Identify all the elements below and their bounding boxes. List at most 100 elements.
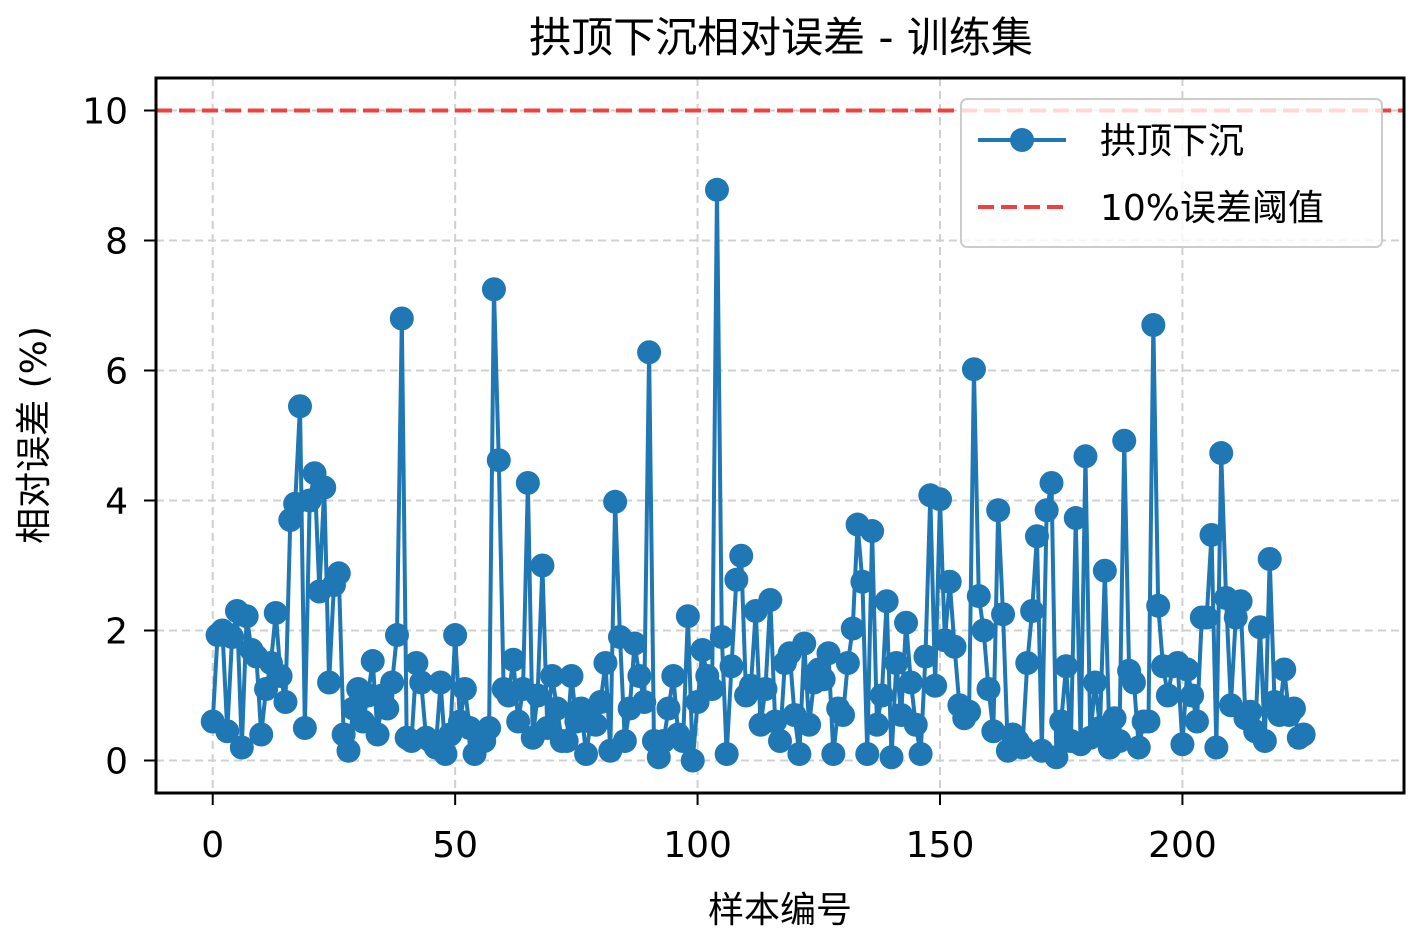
data-point [831, 703, 856, 727]
data-point [404, 651, 429, 675]
chart-title: 拱顶下沉相对误差 - 训练集 [529, 13, 1033, 62]
data-point [913, 644, 938, 669]
x-tick-label: 50 [432, 825, 478, 866]
data-point [1175, 657, 1200, 682]
data-point [704, 177, 729, 202]
data-point [593, 651, 618, 675]
data-point [758, 587, 783, 612]
data-point [942, 634, 967, 659]
y-axis: 0 2 4 6 8 10 [82, 92, 156, 783]
data-point [797, 712, 822, 737]
data-point [714, 742, 739, 766]
y-tick-label: 4 [105, 482, 128, 523]
data-point [709, 625, 734, 649]
data-point [540, 664, 565, 688]
data-point [229, 735, 254, 760]
x-tick-label: 200 [1148, 825, 1217, 866]
data-point [544, 696, 569, 721]
data-point [1194, 605, 1219, 630]
data-point [661, 664, 686, 688]
y-tick-label: 0 [105, 742, 128, 783]
data-point [1112, 428, 1137, 453]
data-point [452, 677, 477, 701]
data-point [1063, 506, 1088, 531]
data-point [874, 589, 899, 614]
data-point [273, 690, 298, 714]
data-point [729, 543, 754, 568]
legend-label-series: 拱顶下沉 [1100, 121, 1244, 162]
data-point [433, 742, 458, 766]
data-point [1136, 709, 1161, 734]
data-point [428, 670, 453, 695]
data-point [1121, 670, 1146, 695]
series-layer [200, 177, 1316, 773]
data-point [1170, 732, 1195, 757]
data-point [903, 712, 928, 737]
data-point [220, 625, 245, 649]
data-point [860, 519, 885, 544]
data-point [637, 340, 662, 365]
data-point [1102, 706, 1127, 731]
x-tick-label: 100 [663, 825, 732, 866]
data-point [1257, 547, 1282, 571]
data-point [1228, 589, 1253, 614]
y-tick-label: 10 [82, 92, 128, 133]
data-point [937, 569, 962, 594]
data-point [855, 742, 880, 766]
data-point [753, 677, 778, 701]
data-point [1146, 593, 1171, 618]
data-point [409, 670, 434, 695]
data-point [612, 729, 637, 753]
data-point [850, 569, 875, 594]
data-point [656, 696, 681, 721]
y-tick-label: 8 [105, 222, 128, 263]
data-point [1248, 615, 1272, 640]
data-point [928, 487, 952, 512]
data-point [763, 709, 788, 734]
data-point [1107, 729, 1132, 753]
data-point [1272, 657, 1297, 682]
data-point [317, 670, 342, 695]
x-tick-label: 150 [906, 825, 975, 866]
data-point [675, 604, 700, 629]
data-point [389, 306, 414, 331]
data-point [501, 647, 526, 672]
data-point [981, 719, 1006, 744]
data-point [583, 712, 608, 737]
data-point [268, 664, 293, 688]
data-point [1049, 709, 1074, 734]
data-point [768, 729, 792, 753]
data-point [1039, 470, 1064, 495]
data-point [603, 489, 628, 514]
data-point [976, 677, 1001, 701]
data-point [574, 742, 599, 766]
data-point [384, 623, 409, 648]
data-point [1209, 441, 1234, 466]
data-point [700, 677, 725, 701]
data-point [486, 448, 511, 473]
data-point [719, 654, 744, 679]
data-point [811, 667, 836, 692]
data-point [864, 712, 889, 737]
data-point [840, 616, 865, 641]
y-tick-label: 2 [105, 612, 128, 653]
data-point [1180, 683, 1205, 708]
data-point [1015, 651, 1040, 675]
data-point [787, 742, 812, 766]
data-point [380, 670, 405, 695]
data-point [1034, 498, 1059, 523]
data-point [326, 561, 351, 586]
data-point [680, 748, 705, 773]
data-point [632, 690, 657, 714]
data-point [1024, 524, 1049, 549]
data-point [1141, 313, 1166, 337]
data-point [477, 716, 502, 740]
data-point [627, 664, 652, 688]
x-axis-label: 样本编号 [708, 890, 852, 931]
data-point [263, 600, 288, 625]
data-point [724, 567, 749, 592]
data-point [884, 651, 909, 675]
data-point [1083, 670, 1108, 695]
data-point [1281, 696, 1306, 721]
y-tick-label: 6 [105, 352, 128, 393]
